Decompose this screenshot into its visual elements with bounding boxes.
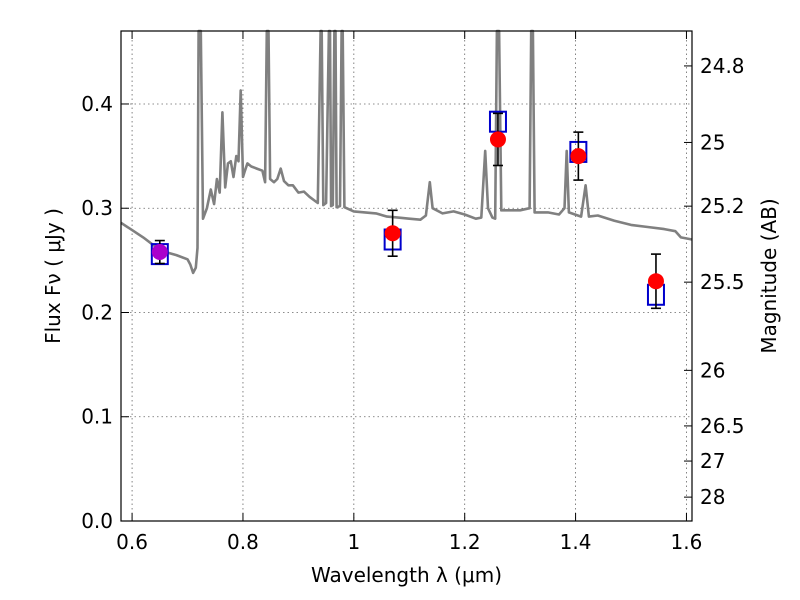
x-tick-label: 0.8 bbox=[227, 530, 259, 554]
magnitude-tick-label: 25.5 bbox=[700, 270, 745, 294]
magnitude-tick-label: 24.8 bbox=[700, 54, 745, 78]
x-tick-label: 0.6 bbox=[116, 530, 148, 554]
x-axis: 0.6 0.8 1 1.2 1.4 1.6 bbox=[116, 31, 702, 554]
y-axis-label: Flux Fν ( μJy ) bbox=[41, 208, 65, 344]
x-tick-label: 1 bbox=[347, 530, 360, 554]
magnitude-tick-label: 25.2 bbox=[700, 194, 745, 218]
plot-frame bbox=[120, 30, 693, 522]
observed-photometry-point bbox=[489, 131, 506, 148]
x-axis-label: Wavelength λ (μm) bbox=[311, 563, 502, 587]
magnitude-tick-label: 26 bbox=[700, 358, 725, 382]
x-tick-label: 1.2 bbox=[449, 530, 481, 554]
x-tick-label: 1.4 bbox=[560, 530, 592, 554]
grid bbox=[121, 31, 692, 522]
magnitude-axis-label: Magnitude (AB) bbox=[757, 198, 781, 353]
x-tick-label: 1.6 bbox=[671, 530, 703, 554]
magnitude-tick-label: 26.5 bbox=[700, 414, 745, 438]
magnitude-axis: 24.8 25 25.2 25.5 26 26.5 27 28 bbox=[684, 54, 745, 509]
observed-photometry-point bbox=[384, 225, 401, 242]
model-sed-line bbox=[120, 29, 693, 275]
photometry bbox=[150, 110, 665, 310]
magnitude-tick-label: 27 bbox=[700, 449, 725, 473]
y-axis: 0.0 0.1 0.2 0.3 0.4 bbox=[81, 92, 129, 533]
y-tick-label: 0.3 bbox=[81, 196, 113, 220]
observed-photometry-point bbox=[151, 244, 168, 261]
y-tick-label: 0.0 bbox=[81, 509, 113, 533]
magnitude-tick-label: 25 bbox=[700, 130, 725, 154]
observed-photometry-point bbox=[570, 148, 587, 165]
y-tick-label: 0.4 bbox=[81, 92, 113, 116]
y-tick-label: 0.1 bbox=[81, 405, 113, 429]
model-sed bbox=[120, 29, 693, 275]
y-tick-label: 0.2 bbox=[81, 300, 113, 324]
observed-photometry-point bbox=[647, 273, 664, 290]
magnitude-tick-label: 28 bbox=[700, 485, 725, 509]
